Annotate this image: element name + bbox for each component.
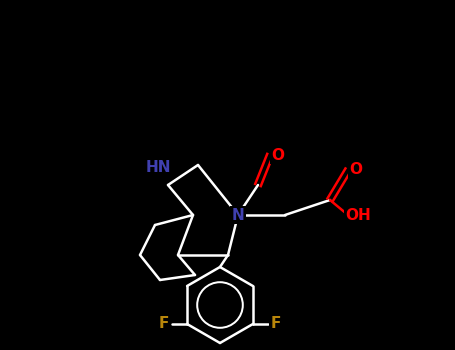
Text: F: F xyxy=(271,316,281,331)
Text: O: O xyxy=(272,147,284,162)
Text: OH: OH xyxy=(345,208,371,223)
Text: N: N xyxy=(232,208,244,223)
Text: F: F xyxy=(159,316,169,331)
Text: O: O xyxy=(349,162,363,177)
Text: HN: HN xyxy=(145,161,171,175)
